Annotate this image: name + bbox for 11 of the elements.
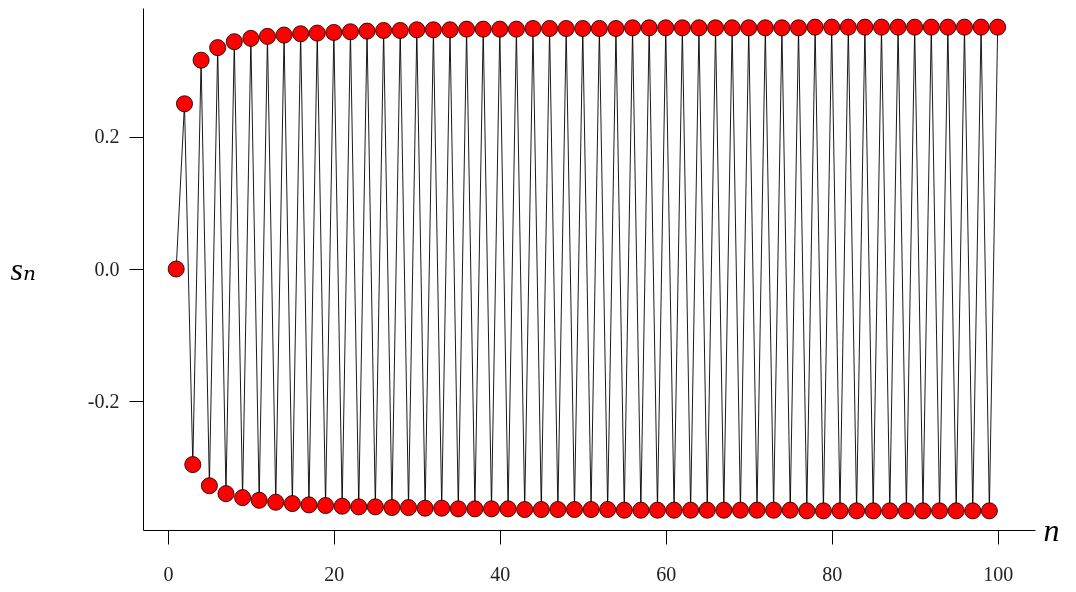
y-axis-title: sₙ bbox=[10, 250, 36, 287]
y-tick-label: -0.2 bbox=[87, 389, 120, 412]
y-tick-label: 0.0 bbox=[94, 257, 120, 280]
x-tick-label: 20 bbox=[324, 562, 345, 585]
x-tick-label: 0 bbox=[163, 562, 174, 585]
y-tick-label: 0.2 bbox=[94, 125, 120, 148]
x-axis-title: n bbox=[1043, 511, 1060, 548]
x-tick-label: 60 bbox=[656, 562, 677, 585]
x-tick-label: 40 bbox=[490, 562, 511, 585]
x-tick-label: 80 bbox=[822, 562, 843, 585]
x-tick-label: 100 bbox=[983, 562, 1014, 585]
